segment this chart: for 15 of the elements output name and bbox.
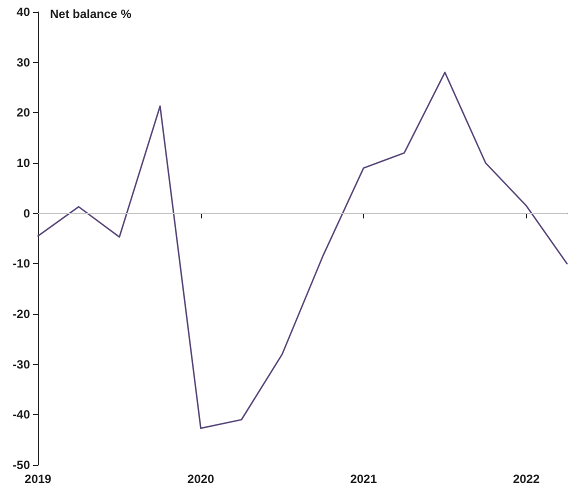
y-tick-label: 10 — [16, 156, 30, 170]
y-tick-label: 0 — [23, 206, 30, 220]
y-tick-label: -10 — [12, 256, 30, 271]
x-tick-label: 2019 — [24, 472, 52, 486]
y-tick-label: -40 — [12, 408, 30, 422]
y-tick-label: 40 — [16, 5, 30, 19]
y-axis-title: Net balance % — [50, 7, 132, 21]
y-tick-label: 30 — [16, 55, 30, 70]
y-tick-label: 20 — [16, 106, 30, 120]
y-tick-label: -30 — [12, 357, 30, 372]
y-tick-label: -50 — [12, 458, 30, 472]
x-tick-label: 2020 — [187, 472, 214, 486]
x-tick-label: 2022 — [512, 472, 540, 486]
x-tick-label: 2021 — [350, 472, 378, 486]
y-tick-label: -20 — [12, 307, 30, 321]
